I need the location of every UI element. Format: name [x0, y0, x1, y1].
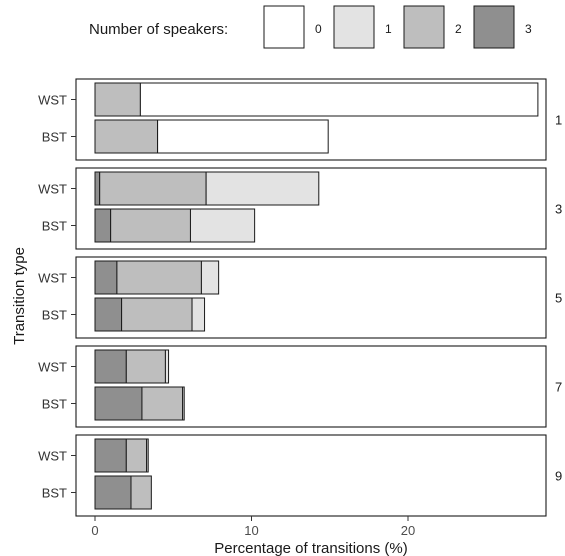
legend-key-1: [333, 5, 375, 49]
facet-label: 3: [555, 202, 562, 217]
facet-panel-7: 7 WST BST: [38, 345, 562, 428]
x-axis: 0 10 20: [91, 516, 415, 538]
bar-segment-wst-speakers-3: [94, 171, 101, 206]
bar-segment-wst-speakers-3: [94, 438, 127, 473]
category-label-bst: BST: [42, 397, 67, 412]
facet-label: 5: [555, 291, 562, 306]
facet-panel-9: 9 WST BST: [38, 434, 562, 517]
bar-segment-bst-speakers-2: [121, 297, 193, 332]
category-label-bst: BST: [42, 486, 67, 501]
bar-segment-wst-speakers-2: [125, 349, 166, 384]
facet-panel-1: 1 WST BST: [38, 78, 562, 161]
x-tick-label: 20: [401, 523, 415, 538]
bar-segment-bst-speakers-1: [182, 386, 185, 421]
category-label-wst: WST: [38, 271, 67, 286]
bar-segment-bst-speakers-2: [141, 386, 184, 421]
category-label-wst: WST: [38, 93, 67, 108]
category-label-bst: BST: [42, 219, 67, 234]
x-tick-label: 0: [91, 523, 98, 538]
facet-label: 9: [555, 469, 562, 484]
bar-segment-wst-speakers-2: [116, 260, 202, 295]
category-label-wst: WST: [38, 182, 67, 197]
panel-frame: [75, 434, 547, 517]
legend-label-3: 3: [525, 22, 532, 36]
bar-segment-bst-speakers-3: [94, 475, 132, 510]
legend: Number of speakers: 0 1 2 3: [89, 5, 532, 49]
legend-label-1: 1: [385, 22, 392, 36]
legend-key-3: [473, 5, 515, 49]
category-label-bst: BST: [42, 308, 67, 323]
facet-panels: 1 WST BST 3 WST BST 5 WST BST 7 WST BST 9 WST BST: [38, 78, 562, 517]
y-axis-title: Transition type: [11, 247, 28, 345]
facet-label: 7: [555, 380, 562, 395]
bar-segment-wst-speakers-3: [94, 349, 127, 384]
bar-segment-wst-speakers-2: [99, 171, 207, 206]
bar-segment-bst-speakers-3: [94, 386, 143, 421]
bar-segment-wst-speakers-2: [125, 438, 148, 473]
bar-segment-bst-speakers-1: [189, 208, 256, 243]
legend-title: Number of speakers:: [89, 21, 228, 38]
bar-segment-wst-speakers-1: [205, 171, 320, 206]
category-label-wst: WST: [38, 360, 67, 375]
facet-label: 1: [555, 113, 562, 128]
bar-segment-wst-speakers-1: [146, 438, 149, 473]
facet-panel-5: 5 WST BST: [38, 256, 562, 339]
bar-segment-wst-speakers-1: [164, 349, 170, 384]
legend-label-0: 0: [315, 22, 322, 36]
bar-segment-bst-speakers-2: [110, 208, 191, 243]
bar-segment-wst-speakers-2: [94, 82, 141, 117]
x-tick-label: 10: [244, 523, 258, 538]
bar-segment-bst-speakers-3: [94, 297, 123, 332]
category-label-bst: BST: [42, 130, 67, 145]
bar-segment-wst-speakers-0: [139, 82, 539, 117]
bar-segment-bst-speakers-3: [94, 208, 112, 243]
bar-segment-bst-speakers-2: [130, 475, 152, 510]
legend-key-0: [263, 5, 305, 49]
bar-segment-wst-speakers-1: [200, 260, 220, 295]
legend-label-2: 2: [455, 22, 462, 36]
facet-panel-3: 3 WST BST: [38, 167, 562, 250]
legend-key-2: [403, 5, 445, 49]
bar-segment-wst-speakers-3: [94, 260, 118, 295]
bar-segment-bst-speakers-2: [94, 119, 159, 154]
category-label-wst: WST: [38, 449, 67, 464]
bar-segment-bst-speakers-0: [157, 119, 329, 154]
x-axis-title: Percentage of transitions (%): [214, 540, 407, 556]
bar-segment-bst-speakers-1: [191, 297, 206, 332]
